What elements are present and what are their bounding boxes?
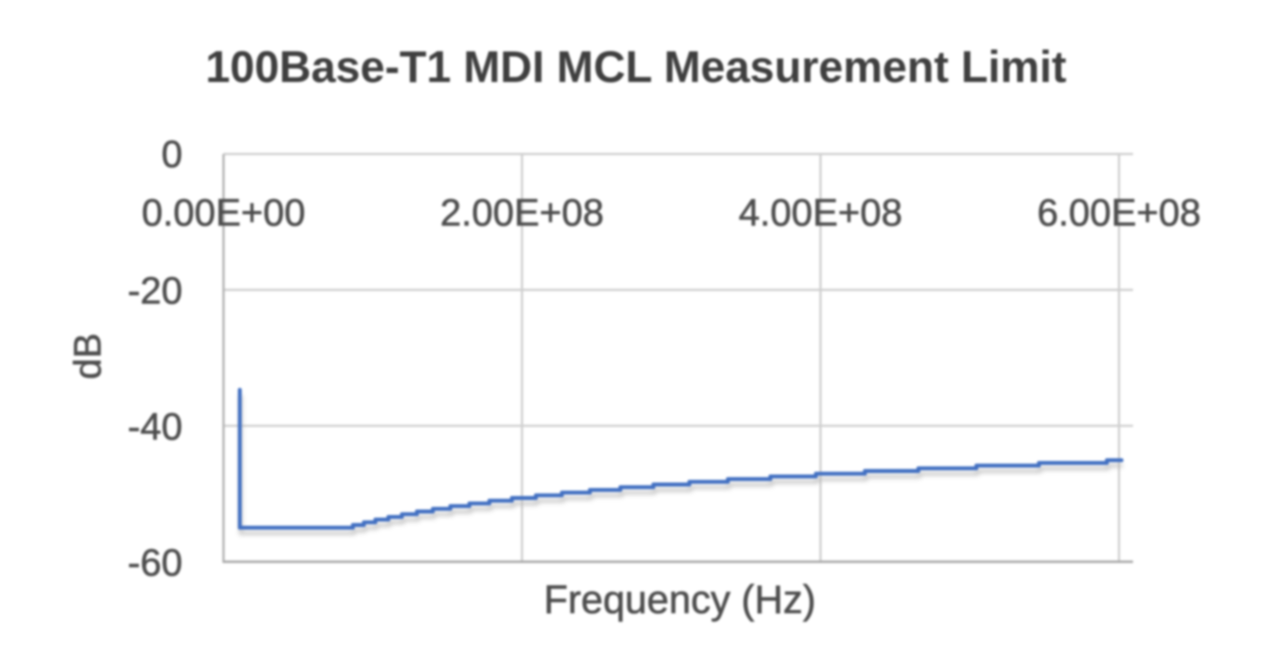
svg-text:6.00E+08: 6.00E+08 [1037, 192, 1201, 234]
svg-text:-40: -40 [128, 407, 183, 449]
svg-text:2.00E+08: 2.00E+08 [440, 192, 604, 234]
svg-text:0.00E+00: 0.00E+00 [142, 192, 306, 234]
svg-text:dB: dB [68, 333, 110, 379]
svg-text:100Base-T1 MDI MCL Measurement: 100Base-T1 MDI MCL Measurement Limit [205, 43, 1066, 92]
svg-text:0: 0 [161, 134, 182, 176]
svg-text:-60: -60 [128, 543, 183, 585]
svg-text:4.00E+08: 4.00E+08 [739, 192, 903, 234]
svg-text:Frequency (Hz): Frequency (Hz) [544, 578, 816, 622]
svg-text:-20: -20 [128, 271, 183, 313]
